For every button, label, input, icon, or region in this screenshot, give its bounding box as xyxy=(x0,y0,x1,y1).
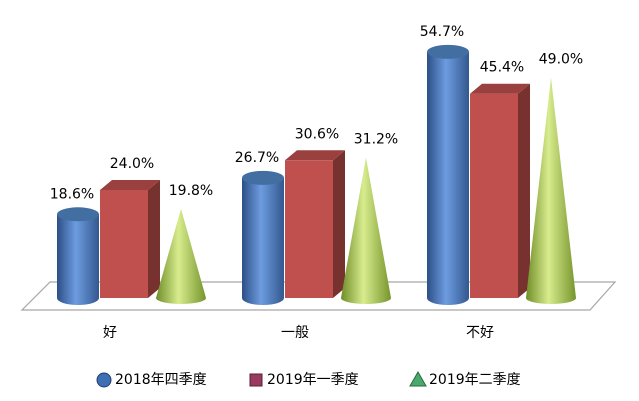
x-tick-label: 不好 xyxy=(466,325,494,341)
box xyxy=(100,190,148,298)
legend-label: 2019年二季度 xyxy=(429,372,521,388)
cylinder-top xyxy=(242,170,284,185)
x-tick-label: 好 xyxy=(103,325,117,341)
cone xyxy=(156,208,206,304)
x-tick-label: 一般 xyxy=(281,325,309,341)
box xyxy=(470,93,518,298)
data-label: 26.7% xyxy=(235,150,279,166)
cone xyxy=(341,157,391,304)
data-label: 18.6% xyxy=(50,186,94,202)
data-label: 19.8% xyxy=(169,183,213,199)
legend-label: 2018年四季度 xyxy=(115,372,207,388)
box xyxy=(285,160,333,298)
box-top xyxy=(285,150,345,161)
box-top xyxy=(100,180,160,190)
data-label: 31.2% xyxy=(354,132,398,148)
cylinder xyxy=(427,51,469,305)
cylinder-top xyxy=(57,207,99,222)
legend-icon xyxy=(249,373,263,387)
data-label: 30.6% xyxy=(295,126,339,142)
cone xyxy=(526,77,576,304)
legend-label: 2019年一季度 xyxy=(267,372,359,388)
box-side xyxy=(333,150,345,298)
legend-icon xyxy=(96,372,112,388)
data-label: 54.7% xyxy=(420,24,464,40)
box-side xyxy=(148,180,160,298)
data-label: 49.0% xyxy=(539,52,583,68)
legend-icon xyxy=(409,370,427,387)
cylinder-top xyxy=(427,44,469,59)
box-top xyxy=(470,83,530,94)
data-label: 45.4% xyxy=(480,60,524,76)
cylinder xyxy=(242,177,284,305)
cylinder xyxy=(57,214,99,305)
data-label: 24.0% xyxy=(110,156,154,172)
box-side xyxy=(518,83,530,298)
